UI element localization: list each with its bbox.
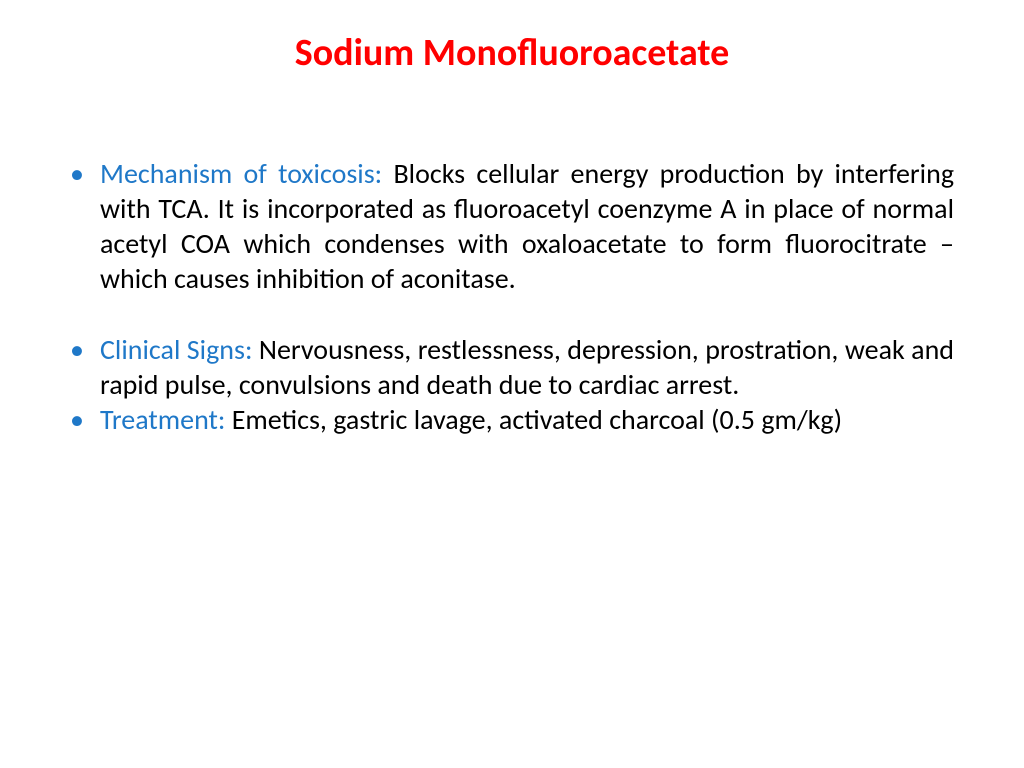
list-item: Clinical Signs: Nervousness, restlessnes…	[100, 332, 954, 402]
list-item: Mechanism of toxicosis: Blocks cellular …	[100, 156, 954, 296]
bullet-label: Clinical Signs:	[100, 332, 259, 367]
bullet-text: Emetics, gastric lavage, activated charc…	[232, 402, 842, 437]
list-item: Treatment: Emetics, gastric lavage, acti…	[100, 402, 954, 437]
slide: Sodium Monofluoroacetate Mechanism of to…	[0, 0, 1024, 768]
bullet-label: Treatment:	[100, 402, 232, 437]
bullet-label: Mechanism of toxicosis:	[100, 156, 393, 191]
bullet-list: Mechanism of toxicosis: Blocks cellular …	[70, 156, 954, 437]
slide-title: Sodium Monofluoroacetate	[70, 30, 954, 76]
spacer	[100, 296, 954, 332]
